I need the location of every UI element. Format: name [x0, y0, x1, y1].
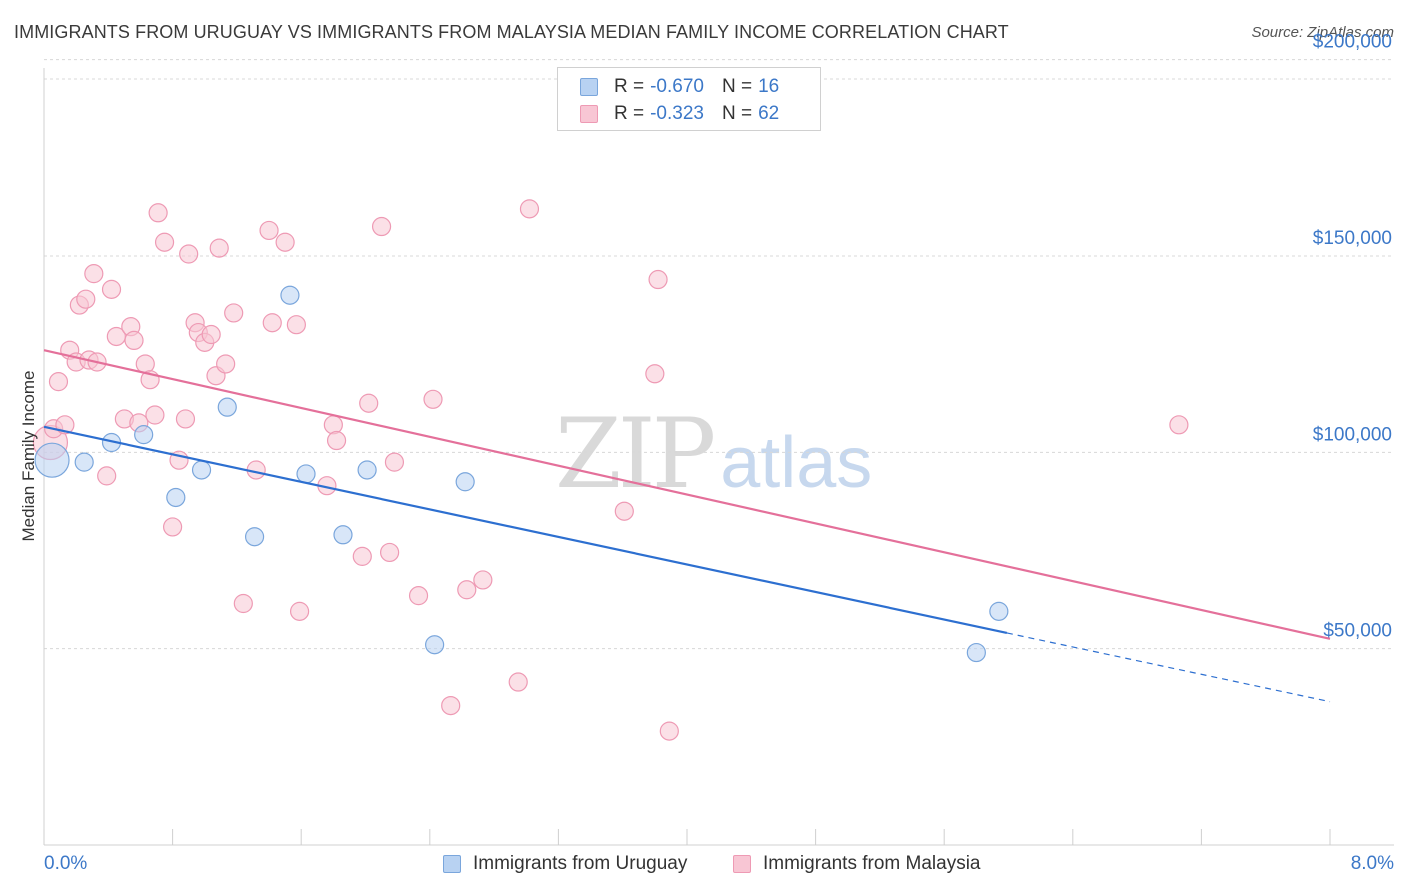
- data-point: [101, 279, 122, 299]
- data-point: [145, 405, 165, 425]
- data-point: [966, 642, 986, 663]
- data-point: [441, 695, 461, 716]
- data-point: [296, 464, 316, 484]
- trend-lines: [43, 349, 1331, 703]
- x-axis-ticks: [43, 829, 1331, 845]
- x-tick-label-max: 8.0%: [1351, 853, 1394, 874]
- data-point: [333, 525, 353, 545]
- data-point: [326, 430, 347, 451]
- data-point: [244, 527, 265, 547]
- source-label: Source: ZipAtlas.com: [1251, 24, 1394, 41]
- data-point: [457, 580, 477, 600]
- data-point: [224, 303, 244, 323]
- data-point: [455, 472, 475, 492]
- data-point: [280, 285, 300, 305]
- data-point: [519, 199, 540, 219]
- data-point: [1169, 415, 1189, 435]
- data-point: [216, 354, 236, 374]
- data-point: [217, 397, 237, 417]
- legend-row-malaysia: R = -0.323 N = 62: [580, 101, 779, 127]
- data-point: [201, 324, 221, 345]
- x-tick-label-min: 0.0%: [44, 853, 87, 874]
- legend-n-label: N =: [721, 76, 753, 97]
- data-point: [154, 232, 175, 252]
- data-point: [425, 635, 445, 655]
- series-uruguay: [34, 285, 1009, 663]
- data-point: [48, 372, 69, 392]
- data-point: [163, 517, 183, 537]
- data-point: [175, 409, 196, 429]
- data-point: [371, 216, 392, 237]
- data-point: [275, 232, 295, 252]
- data-point: [659, 721, 679, 741]
- data-point: [645, 364, 665, 384]
- legend-r-label: R =: [614, 76, 645, 97]
- data-point: [34, 442, 70, 478]
- malaysia-legend-swatch: [733, 855, 751, 873]
- data-point: [97, 466, 117, 486]
- uruguay-swatch: [580, 78, 598, 96]
- data-point: [209, 238, 229, 258]
- uruguay-legend-label: Immigrants from Uruguay: [473, 853, 688, 874]
- data-point: [408, 586, 429, 606]
- legend-row-uruguay: R = -0.670 N = 16: [580, 74, 779, 100]
- data-point: [233, 593, 253, 614]
- y-tick-label: $100,000: [1313, 424, 1392, 445]
- watermark: ZIP atlas: [555, 398, 872, 510]
- data-point: [259, 220, 279, 241]
- data-point: [508, 672, 528, 692]
- malaysia-legend-label: Immigrants from Malaysia: [763, 853, 981, 874]
- legend-n-value: 16: [758, 76, 780, 97]
- malaysia-trend-line: [43, 349, 1331, 640]
- data-point: [74, 452, 94, 472]
- legend-n-label: N =: [721, 103, 753, 124]
- bottom-legend-malaysia: Immigrants from Malaysia: [733, 851, 981, 877]
- data-point: [289, 601, 310, 621]
- data-point: [989, 601, 1009, 621]
- y-tick-label: $50,000: [1323, 621, 1392, 642]
- data-point: [614, 501, 634, 521]
- legend-r-value: -0.323: [650, 103, 704, 124]
- watermark-zip: ZIP: [555, 398, 716, 510]
- data-point: [357, 460, 377, 480]
- data-point: [648, 269, 668, 290]
- data-point: [384, 452, 405, 472]
- legend-r-value: -0.670: [650, 76, 704, 97]
- data-point: [323, 415, 343, 435]
- uruguay-legend-swatch: [443, 855, 461, 873]
- malaysia-swatch: [580, 105, 598, 123]
- y-tick-label: $150,000: [1313, 228, 1392, 249]
- data-point: [286, 315, 306, 335]
- data-point: [352, 546, 372, 566]
- legend-r-label: R =: [614, 103, 645, 124]
- correlation-legend: R = -0.670 N = 16 R = -0.323 N = 62: [557, 67, 821, 131]
- y-axis-title: Median Family Income: [19, 370, 38, 541]
- data-point: [473, 570, 493, 590]
- legend-n-value: 62: [758, 103, 780, 124]
- data-point: [148, 203, 168, 223]
- data-point: [191, 460, 212, 480]
- chart-title: IMMIGRANTS FROM URUGUAY VS IMMIGRANTS FR…: [14, 22, 1009, 42]
- data-point: [76, 289, 96, 309]
- data-point: [423, 389, 443, 409]
- data-point: [166, 487, 186, 508]
- watermark-atlas: atlas: [720, 423, 873, 503]
- y-tick-label: $200,000: [1313, 32, 1392, 53]
- data-point: [179, 244, 199, 264]
- data-point: [134, 425, 154, 445]
- axes: [43, 68, 1394, 846]
- bottom-legend-uruguay: Immigrants from Uruguay: [443, 851, 687, 877]
- y-axis-labels: $50,000 $100,000 $150,000 $200,000: [1313, 32, 1392, 642]
- gridlines: [44, 59, 1394, 650]
- data-point: [359, 393, 379, 413]
- data-point: [380, 542, 400, 563]
- data-point: [84, 264, 104, 284]
- data-point: [262, 313, 282, 333]
- data-point: [124, 330, 144, 351]
- uruguay-trend-line: [43, 425, 1008, 635]
- uruguay-trend-extension: [1006, 632, 1331, 703]
